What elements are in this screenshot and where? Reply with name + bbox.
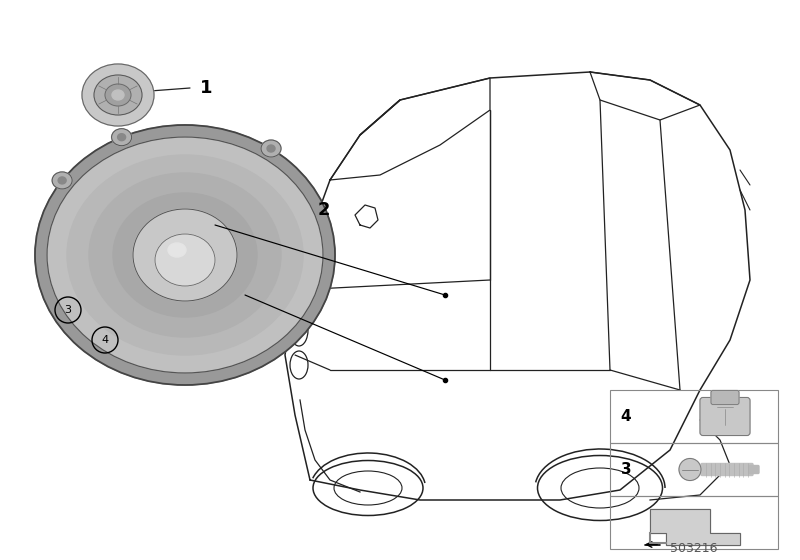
Ellipse shape [47,137,323,373]
Text: 503216: 503216 [670,542,718,554]
Circle shape [679,459,701,480]
Text: 2: 2 [318,201,330,219]
Ellipse shape [94,75,142,115]
Ellipse shape [155,234,215,286]
Ellipse shape [105,84,131,106]
Text: 4: 4 [621,409,631,424]
Text: 3: 3 [65,305,71,315]
FancyBboxPatch shape [700,398,750,436]
Ellipse shape [52,172,72,189]
Ellipse shape [168,243,186,257]
Ellipse shape [35,125,335,385]
Ellipse shape [67,155,303,355]
Text: 3: 3 [621,462,631,477]
FancyBboxPatch shape [701,464,753,475]
Ellipse shape [267,145,275,152]
Ellipse shape [112,129,132,146]
Ellipse shape [89,173,281,337]
Bar [610,496,778,549]
Bar [610,443,778,496]
Text: 1: 1 [200,79,213,97]
FancyBboxPatch shape [711,390,739,404]
Ellipse shape [113,193,257,317]
Ellipse shape [133,209,237,301]
FancyBboxPatch shape [749,465,759,474]
Text: 4: 4 [102,335,109,345]
Ellipse shape [261,140,281,157]
Polygon shape [650,508,740,544]
Ellipse shape [118,134,126,141]
Bar [610,390,778,443]
Ellipse shape [82,64,154,126]
Ellipse shape [112,90,124,100]
Ellipse shape [58,177,66,184]
